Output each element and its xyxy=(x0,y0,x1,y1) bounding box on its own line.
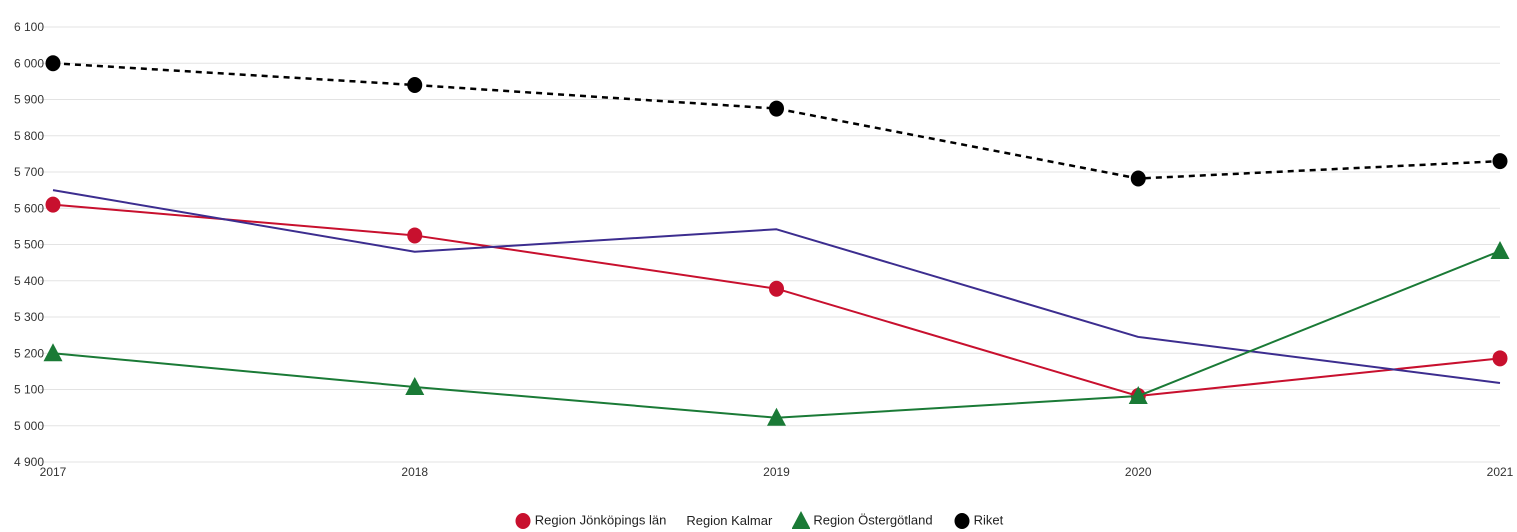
x-tick-label: 2021 xyxy=(1487,465,1514,479)
y-tick-label: 5 100 xyxy=(14,383,44,397)
legend-marker xyxy=(515,513,531,529)
y-tick-label: 5 500 xyxy=(14,238,44,252)
legend-item: Region Jönköpings län xyxy=(514,511,667,529)
y-tick-label: 6 100 xyxy=(14,20,44,34)
series-line xyxy=(52,203,1501,398)
y-tick-label: 5 800 xyxy=(14,129,44,143)
y-tick-label: 5 300 xyxy=(14,310,44,324)
y-tick-label: 6 000 xyxy=(14,56,44,70)
series-2 xyxy=(43,241,1510,426)
gridlines xyxy=(40,26,1500,463)
data-point xyxy=(1490,241,1510,260)
x-tick-label: 2020 xyxy=(1125,465,1152,479)
series-lines xyxy=(43,55,1510,426)
legend-label: Region Jönköpings län xyxy=(534,512,667,528)
data-point xyxy=(1492,350,1508,367)
data-point xyxy=(43,343,63,362)
data-point xyxy=(1128,386,1148,405)
series-line xyxy=(52,62,1501,180)
y-axis-tick-labels: 4 900 5 000 5 100 5 200 5 300 5 400 5 500 5 600… xyxy=(14,20,44,469)
legend-marker xyxy=(954,513,970,529)
x-axis-tick-labels: 2017 2018 2019 2020 2021 xyxy=(40,465,1514,479)
legend-item: Region Östergötland xyxy=(791,511,933,529)
series-line xyxy=(52,250,1501,419)
x-tick-label: 2017 xyxy=(40,465,67,479)
legend-marker-icon xyxy=(954,513,970,529)
data-point xyxy=(769,280,784,297)
y-tick-label: 4 900 xyxy=(14,455,44,469)
data-point xyxy=(769,100,784,117)
legend-marker-icon xyxy=(791,511,811,529)
x-tick-label: 2018 xyxy=(401,465,428,479)
series-1 xyxy=(52,189,1501,384)
data-point xyxy=(407,227,423,244)
series-line xyxy=(52,189,1501,384)
legend-label: Riket xyxy=(973,512,1004,528)
y-tick-label: 5 200 xyxy=(14,346,44,360)
data-point xyxy=(405,376,425,395)
y-tick-label: 5 900 xyxy=(14,93,44,107)
legend-marker-icon xyxy=(515,513,531,529)
data-point xyxy=(1130,170,1146,187)
chart-legend: Region Jönköpings län Region Kalmar Region… xyxy=(0,511,1517,529)
y-tick-label: 5 700 xyxy=(14,165,44,179)
data-point xyxy=(407,77,423,93)
y-tick-label: 5 600 xyxy=(14,201,44,215)
legend-item: Riket xyxy=(953,511,1004,529)
legend-marker xyxy=(791,511,811,529)
series-3 xyxy=(45,55,1508,187)
x-tick-label: 2019 xyxy=(763,465,790,479)
data-point xyxy=(1492,153,1508,170)
legend-label: Region Kalmar xyxy=(686,513,773,529)
legend-label: Region Östergötland xyxy=(813,512,933,528)
data-point xyxy=(45,55,61,72)
y-tick-label: 5 000 xyxy=(14,419,44,433)
data-point xyxy=(767,407,786,426)
y-tick-label: 5 400 xyxy=(14,274,44,288)
data-point xyxy=(45,196,61,213)
legend-item: Region Kalmar xyxy=(686,512,772,528)
